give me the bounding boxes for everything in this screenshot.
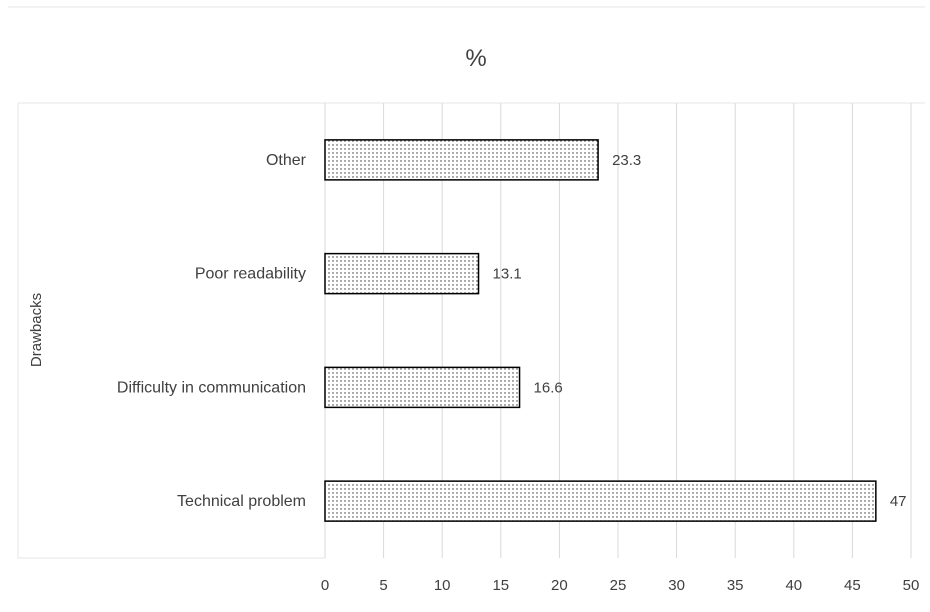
bar-technical-problem: [324, 480, 877, 522]
category-label-difficulty-in-communication: Difficulty in communication: [117, 379, 306, 396]
category-label-technical-problem: Technical problem: [177, 493, 306, 510]
data-label-poor-readability: 13.1: [493, 266, 522, 283]
bars: [324, 139, 877, 522]
chart-title: %: [465, 45, 486, 72]
y-axis-title: Drawbacks: [28, 293, 45, 367]
bar-other: [324, 139, 599, 181]
data-label-difficulty-in-communication: 16.6: [534, 379, 563, 396]
bar-difficulty-in-communication: [324, 366, 521, 409]
category-label-poor-readability: Poor readability: [195, 266, 306, 283]
x-tick-label-10: 10: [434, 577, 451, 594]
x-tick-label-20: 20: [551, 577, 568, 594]
labels: 0 5 10 15 20 25 30 35 40 45 50 Technical problem 47 D…: [117, 152, 919, 594]
category-label-other: Other: [266, 152, 307, 169]
x-tick-label-30: 30: [668, 577, 685, 594]
x-tick-label-0: 0: [321, 577, 329, 594]
data-label-technical-problem: 47: [890, 493, 907, 510]
x-tick-label-45: 45: [844, 577, 861, 594]
x-tick-label-25: 25: [610, 577, 627, 594]
bar-poor-readability: [324, 252, 480, 295]
x-tick-label-35: 35: [727, 577, 744, 594]
x-tick-label-40: 40: [785, 577, 802, 594]
x-tick-label-50: 50: [903, 577, 920, 594]
x-tick-label-15: 15: [492, 577, 509, 594]
data-label-other: 23.3: [612, 152, 641, 169]
x-tick-label-5: 5: [379, 577, 387, 594]
